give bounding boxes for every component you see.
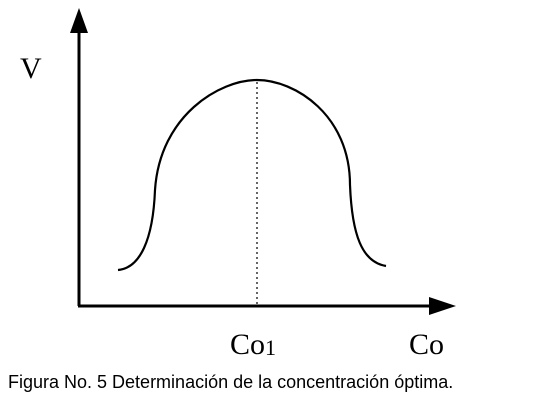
x-axis-label: Co [409, 328, 444, 361]
optimum-label-subscript: 1 [265, 335, 276, 360]
y-axis-label: V [20, 52, 42, 85]
y-axis-arrowhead [70, 8, 88, 33]
optimum-label: Co1 [230, 328, 276, 361]
figure-caption: Figura No. 5 Determinación de la concent… [8, 372, 453, 392]
x-axis-arrowhead [429, 297, 456, 315]
optimum-label-base: Co [230, 328, 265, 361]
velocity-curve [117, 78, 387, 272]
